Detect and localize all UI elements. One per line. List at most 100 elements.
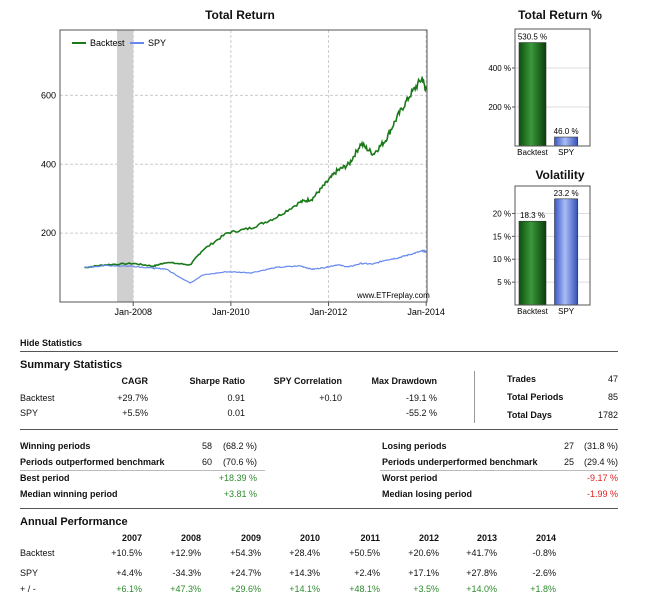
y-tick-label: 15 %: [493, 232, 511, 241]
total-periods-value: 85: [607, 392, 618, 402]
annual-cell: +1.8%: [530, 584, 556, 594]
annual-year-header: 2012: [418, 533, 439, 543]
y-tick-label: 20 %: [493, 209, 511, 218]
annual-year-header: 2013: [476, 533, 497, 543]
y-tick-label: 5 %: [497, 278, 511, 287]
bar-category-label: SPY: [558, 148, 575, 157]
summary-header-drawdown: Max Drawdown: [371, 376, 437, 386]
annual-cell: +50.5%: [349, 548, 380, 558]
y-tick-label: 10 %: [493, 255, 511, 264]
best-period-label: Best period: [20, 473, 70, 483]
summary-row-label: Backtest: [20, 393, 55, 403]
outperformed-pct: (70.6 %): [222, 457, 257, 467]
series-line-spy: [84, 249, 427, 284]
losing-periods-label: Losing periods: [382, 441, 447, 451]
bar-value-label: 530.5 %: [518, 33, 547, 42]
total-return-pct-title: Total Return %: [518, 8, 602, 22]
bar-backtest: [518, 220, 547, 306]
summary-separator: [474, 371, 475, 423]
y-tick-label: 200: [41, 228, 56, 238]
bar-spy: [554, 198, 579, 306]
bar-value-label: 23.2 %: [554, 189, 579, 198]
annual-cell: +47.3%: [170, 584, 201, 594]
divider: [20, 470, 265, 471]
trades-label: Trades: [507, 374, 537, 384]
summary-header-sharpe: Sharpe Ratio: [189, 376, 245, 386]
bar-spy: [554, 136, 579, 147]
plot-frame: [514, 185, 591, 306]
series-line-backtest: [84, 75, 427, 269]
annual-cell: +4.4%: [116, 568, 142, 578]
bar-value-label: 46.0 %: [554, 127, 579, 136]
volatility-title: Volatility: [535, 168, 585, 182]
recession-shade: [116, 30, 134, 302]
summary-sharpe-spy: 0.01: [227, 408, 245, 418]
losing-periods-pct: (31.8 %): [583, 441, 618, 451]
total-return-bar-chart: 200 % 400 % 530.5 % Backtest 46.0 % SPY: [488, 28, 591, 157]
y-tick-label: 400: [41, 159, 56, 169]
summary-title: Summary Statistics: [20, 359, 123, 371]
y-tick-label: 400 %: [488, 64, 511, 73]
median-winning-value: +3.81 %: [223, 489, 257, 499]
total-return-line-chart: 200 400 600 Jan-2008 Jan-2010 Jan-2012 Jan-201…: [41, 29, 445, 317]
bar-category-label: SPY: [558, 307, 575, 316]
annual-cell: +12.9%: [170, 548, 201, 558]
annual-cell: +2.4%: [354, 568, 380, 578]
best-period-value: +18.39 %: [218, 473, 257, 483]
annual-year-header: 2007: [121, 533, 142, 543]
x-tick-label: Jan-2010: [212, 307, 250, 317]
annual-cell: +27.8%: [466, 568, 497, 578]
annual-cell: -0.8%: [532, 548, 556, 558]
bar-value-label: 18.3 %: [520, 211, 545, 220]
outperformed-count: 60: [201, 457, 212, 467]
annual-cell: +14.3%: [289, 568, 320, 578]
summary-dd-backtest: -19.1 %: [405, 393, 437, 403]
divider: [20, 429, 618, 430]
annual-cell: +41.7%: [466, 548, 497, 558]
summary-header-cagr: CAGR: [121, 376, 149, 386]
summary-corr-backtest: +0.10: [319, 393, 342, 403]
median-winning-label: Median winning period: [20, 489, 118, 499]
annual-row-label: Backtest: [20, 548, 55, 558]
annual-year-header: 2014: [535, 533, 556, 543]
annual-cell: +14.1%: [289, 584, 320, 594]
bar-category-label: Backtest: [517, 307, 548, 316]
summary-sharpe-backtest: 0.91: [227, 393, 245, 403]
plot-frame: [514, 28, 591, 147]
winning-periods-label: Winning periods: [20, 441, 91, 451]
losing-periods-count: 27: [563, 441, 574, 451]
total-days-value: 1782: [597, 410, 618, 420]
x-tick-label: Jan-2014: [407, 307, 445, 317]
hide-statistics-link[interactable]: Hide Statistics: [20, 338, 83, 348]
underperformed-label: Periods underperformed benchmark: [382, 457, 538, 467]
legend-backtest-label: Backtest: [90, 38, 125, 48]
y-tick-label: 200 %: [488, 103, 511, 112]
median-losing-value: -1.99 %: [586, 489, 618, 499]
divider: [20, 508, 618, 509]
annual-year-header: 2008: [180, 533, 201, 543]
annual-year-header: 2009: [240, 533, 261, 543]
winning-periods-count: 58: [201, 441, 212, 451]
underperformed-pct: (29.4 %): [583, 457, 618, 467]
annual-cell: +3.5%: [413, 584, 439, 594]
annual-year-header: 2011: [360, 533, 380, 543]
winning-periods-pct: (68.2 %): [222, 441, 257, 451]
summary-header-correlation: SPY Correlation: [273, 376, 342, 386]
annual-cell: +28.4%: [289, 548, 320, 558]
annual-cell: +6.1%: [116, 584, 142, 594]
y-tick-label: 600: [41, 90, 56, 100]
annual-cell: +48.1%: [349, 584, 380, 594]
trades-value: 47: [607, 374, 618, 384]
annual-cell: +54.3%: [230, 548, 261, 558]
underperformed-count: 25: [563, 457, 574, 467]
outperformed-label: Periods outperformed benchmark: [20, 457, 165, 467]
annual-cell: -2.6%: [532, 568, 556, 578]
summary-cagr-backtest: +29.7%: [117, 393, 148, 403]
plot-frame: [59, 29, 428, 303]
chart-legend: Backtest SPY: [72, 38, 166, 48]
summary-cagr-spy: +5.5%: [122, 408, 148, 418]
legend-spy-label: SPY: [148, 38, 166, 48]
watermark: www.ETFreplay.com: [356, 291, 430, 300]
annual-row-label: SPY: [20, 568, 39, 578]
total-days-label: Total Days: [507, 410, 552, 420]
